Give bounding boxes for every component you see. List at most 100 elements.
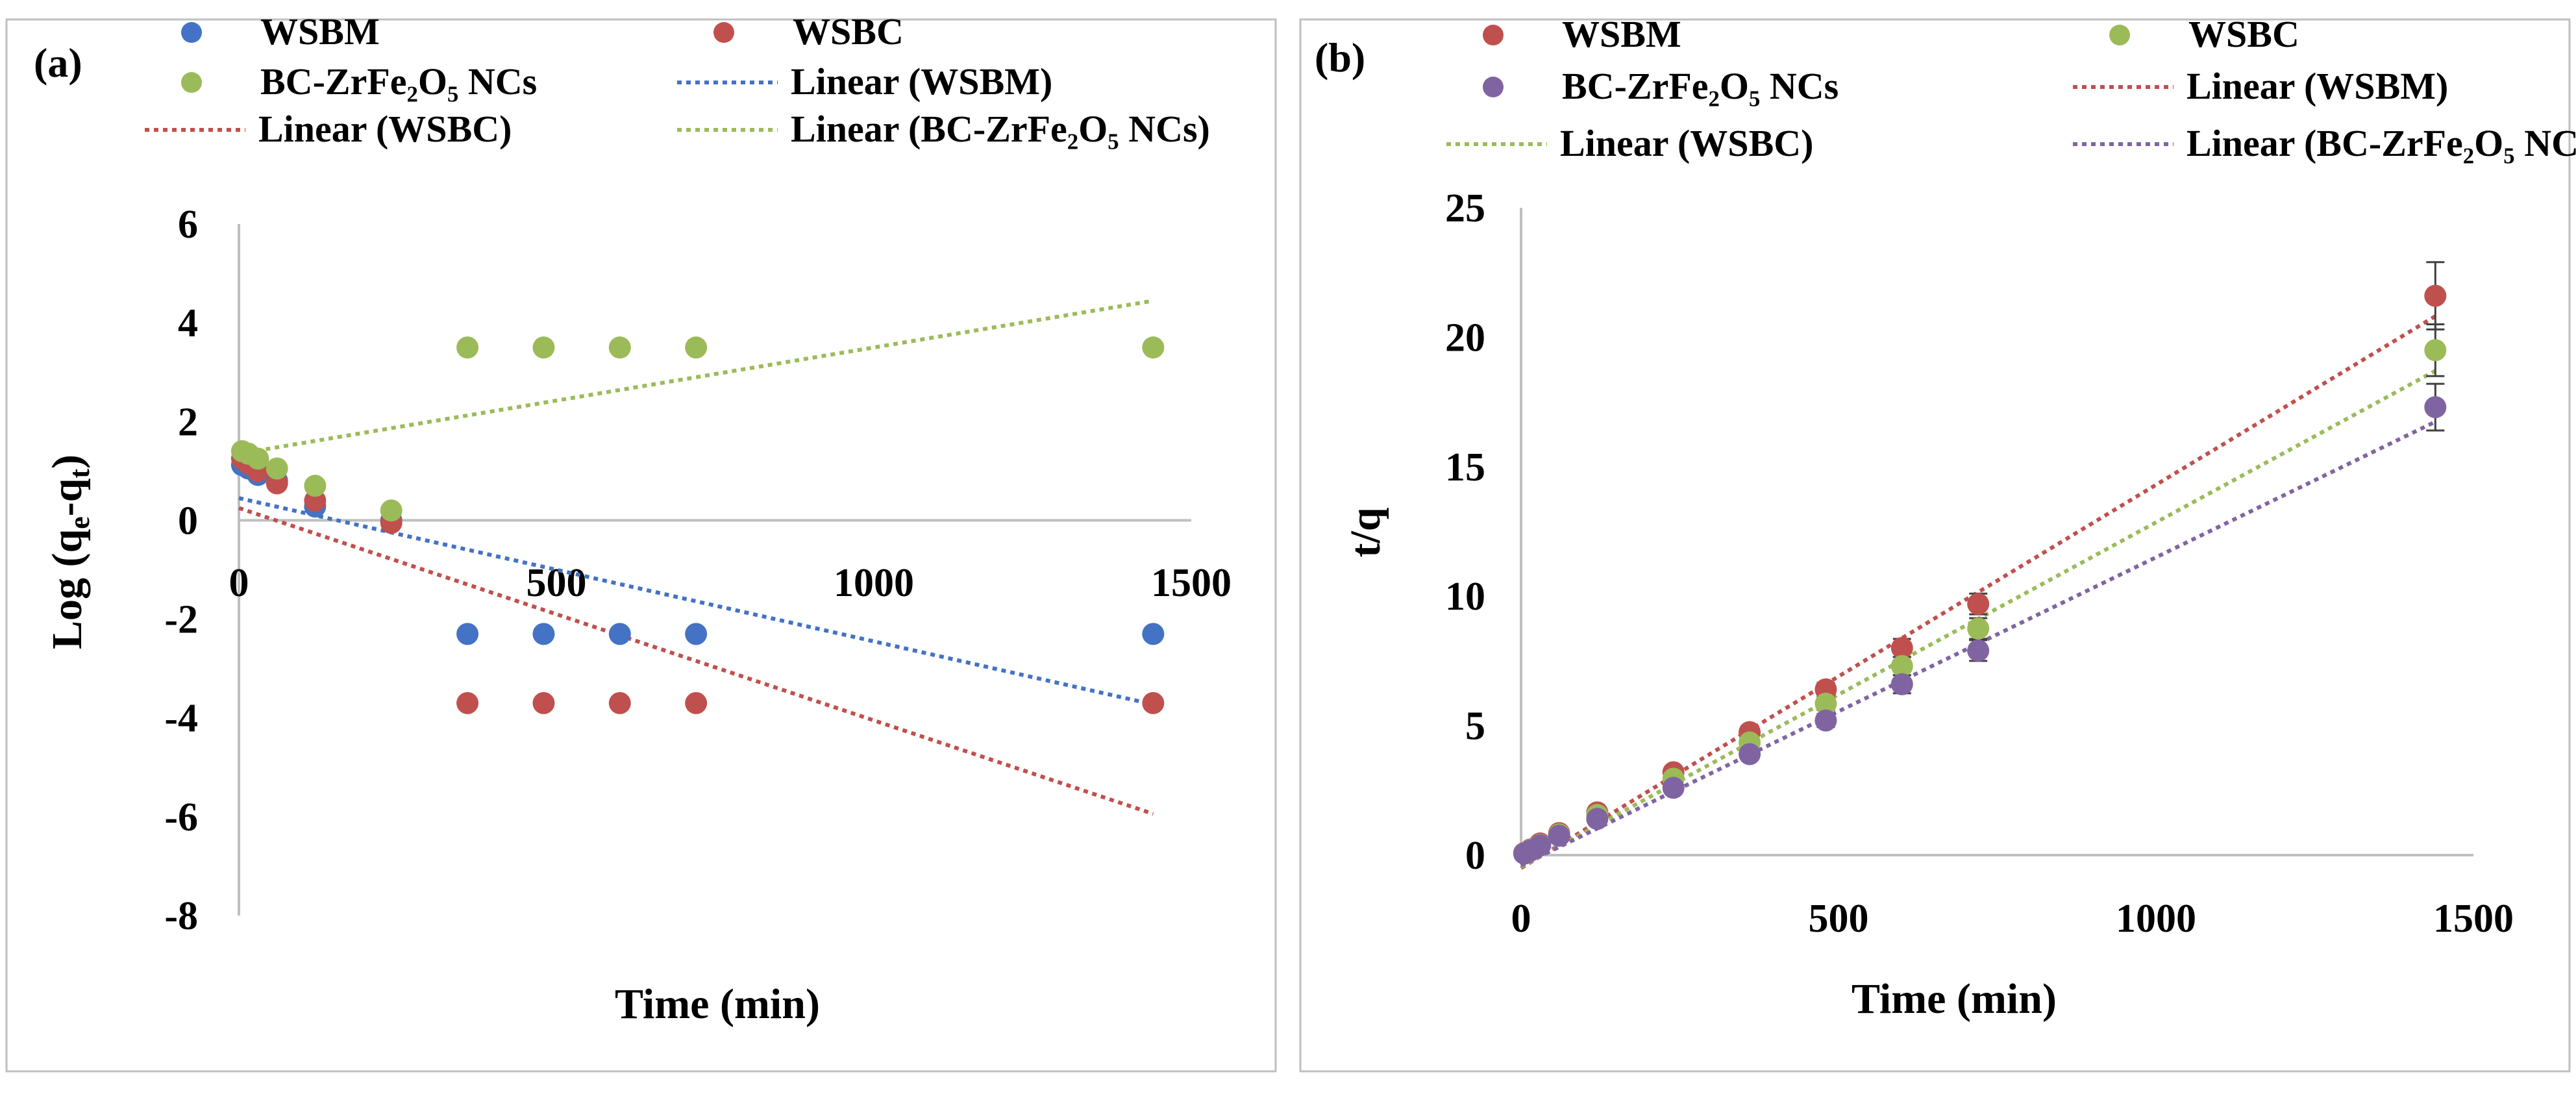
legend-a: WSBM WSBC BC-ZrFe₂O₅ NCs Linear (WSBM) Linea… xyxy=(145,10,1210,150)
y-tick-label: 4 xyxy=(178,301,198,345)
trendline-b-0 xyxy=(1520,314,2436,870)
trendlines-a xyxy=(238,299,1154,816)
legend-marker xyxy=(713,22,734,43)
legend-trend-0-b: Linear (WSBM) xyxy=(2073,65,2448,107)
legend-label: Linear (WSBM) xyxy=(2186,65,2448,107)
data-point-b-2 xyxy=(1967,639,1990,662)
data-point-b-1 xyxy=(1814,692,1837,715)
legend-label: Linear (WSBC) xyxy=(258,108,512,150)
y-title-a-mid: -q xyxy=(43,478,91,516)
legend-series-2-b: BC-ZrFe₂O₅ NCs xyxy=(1483,65,1839,107)
legend-label: WSBM xyxy=(260,10,380,53)
data-point-a-1 xyxy=(456,691,479,714)
trendline-a-2 xyxy=(238,299,1154,456)
x-axis-title-b: Time (min) xyxy=(1852,975,2057,1023)
y-title-a-sub1: e xyxy=(64,516,95,529)
data-point-a-0 xyxy=(456,623,479,645)
y-axis-title-a: Log (qe-qt) xyxy=(43,455,95,649)
data-point-b-2 xyxy=(1662,777,1685,799)
data-point-a-2 xyxy=(380,499,402,522)
x-axis-title-a: Time (min) xyxy=(615,980,820,1028)
legend-label: Linear (WSBM) xyxy=(791,60,1052,103)
y-tick-label: 0 xyxy=(178,499,198,543)
y-tick-label: -6 xyxy=(164,795,198,840)
data-point-a-1 xyxy=(608,691,631,714)
legend-series-1-b: WSBC xyxy=(2109,13,2299,55)
data-point-a-1 xyxy=(685,691,708,714)
legend-series-0-a: WSBM xyxy=(181,10,380,53)
legend-marker xyxy=(1483,25,1504,45)
trendline-a-0 xyxy=(238,496,1154,706)
y-title-a-main: Log (q xyxy=(43,529,91,650)
x-tick-label: 0 xyxy=(1511,897,1531,941)
data-point-b-2 xyxy=(1586,808,1609,830)
data-point-a-2 xyxy=(304,475,327,497)
y-title-a-end: ) xyxy=(43,455,91,469)
legend-b: WSBM WSBC BC-ZrFe₂O₅ NCs Linear (WSBM) Linea… xyxy=(1446,13,2576,164)
data-point-a-2 xyxy=(266,457,288,480)
axes-a: -8 -6 -4 -2 0 2 4 6 0 500 1000 1500 xyxy=(164,203,1232,938)
trendlines-b xyxy=(1520,314,2436,870)
data-point-b-1 xyxy=(1890,654,1913,677)
axes-b: 0 5 10 15 20 25 0 500 1000 1500 xyxy=(1445,186,2514,941)
y-tick-label: 10 xyxy=(1445,575,1485,619)
legend-label: Linear (BC-ZrFe₂O₅ NCs) xyxy=(2186,122,2576,164)
legend-marker xyxy=(1483,77,1504,97)
legend-series-2-a: BC-ZrFe₂O₅ NCs xyxy=(181,60,537,103)
panel-b-label: (b) xyxy=(1315,34,1365,81)
y-title-a-sub2: t xyxy=(64,469,95,479)
y-axis-title-b: t/q xyxy=(1342,507,1389,557)
data-point-a-2 xyxy=(1142,336,1165,359)
trendline-a-1 xyxy=(238,506,1154,816)
data-point-b-2 xyxy=(1890,673,1913,695)
data-point-a-2 xyxy=(685,336,708,359)
data-point-a-0 xyxy=(608,623,631,645)
data-point-b-0 xyxy=(1967,593,1990,616)
data-point-b-0 xyxy=(1890,636,1913,659)
legend-marker xyxy=(181,72,202,93)
legend-trend-2-a: Linear (BC-ZrFe₂O₅ NCs) xyxy=(677,108,1210,150)
data-point-a-0 xyxy=(532,623,555,645)
data-point-a-2 xyxy=(456,336,479,359)
panel-b-frame xyxy=(1299,18,2571,1073)
x-tick-label: 500 xyxy=(526,561,587,605)
legend-label: Linear (BC-ZrFe₂O₅ NCs) xyxy=(791,108,1210,150)
error-bars-b xyxy=(1515,261,2445,858)
legend-label: Linear (WSBC) xyxy=(1560,122,1813,164)
points-a xyxy=(230,336,1165,714)
legend-series-0-b: WSBM xyxy=(1483,13,1681,55)
x-tick-label: 1000 xyxy=(834,561,914,605)
legend-series-1-a: WSBC xyxy=(713,10,904,53)
x-tick-label: 1500 xyxy=(1151,561,1232,605)
legend-label: BC-ZrFe₂O₅ NCs xyxy=(260,60,537,103)
x-tick-label: 0 xyxy=(229,561,249,605)
y-tick-label: 5 xyxy=(1465,704,1485,749)
y-tick-label: 20 xyxy=(1445,316,1485,360)
data-point-b-2 xyxy=(2424,396,2447,419)
legend-trend-1-b: Linear (WSBC) xyxy=(1446,122,1813,164)
data-point-a-0 xyxy=(685,623,708,645)
y-tick-label: -4 xyxy=(164,697,198,741)
y-tick-label: 6 xyxy=(178,203,198,247)
y-tick-label: 0 xyxy=(1465,834,1485,878)
panel-a-frame xyxy=(5,18,1277,1073)
data-point-b-1 xyxy=(2424,339,2447,362)
x-tick-label: 1500 xyxy=(2433,897,2514,941)
data-point-b-2 xyxy=(1548,825,1570,847)
data-point-a-0 xyxy=(1142,623,1165,645)
data-point-b-2 xyxy=(1529,834,1552,856)
points-b xyxy=(1513,284,2447,865)
legend-label: BC-ZrFe₂O₅ NCs xyxy=(1562,65,1839,107)
y-tick-label: -2 xyxy=(164,598,198,642)
trendline-b-2 xyxy=(1520,419,2436,867)
legend-trend-2-b: Linear (BC-ZrFe₂O₅ NCs) xyxy=(2073,122,2576,164)
legend-label: WSBC xyxy=(793,10,904,53)
y-tick-label: 15 xyxy=(1445,445,1485,490)
legend-trend-0-a: Linear (WSBM) xyxy=(677,60,1052,103)
y-tick-label: 2 xyxy=(178,400,198,444)
data-point-a-2 xyxy=(608,336,631,359)
data-point-b-2 xyxy=(1739,743,1761,766)
legend-marker xyxy=(2109,25,2130,45)
legend-marker xyxy=(181,22,202,43)
